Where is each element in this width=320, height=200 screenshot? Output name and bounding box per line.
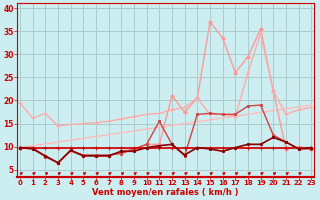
X-axis label: Vent moyen/en rafales ( km/h ): Vent moyen/en rafales ( km/h )	[92, 188, 239, 197]
